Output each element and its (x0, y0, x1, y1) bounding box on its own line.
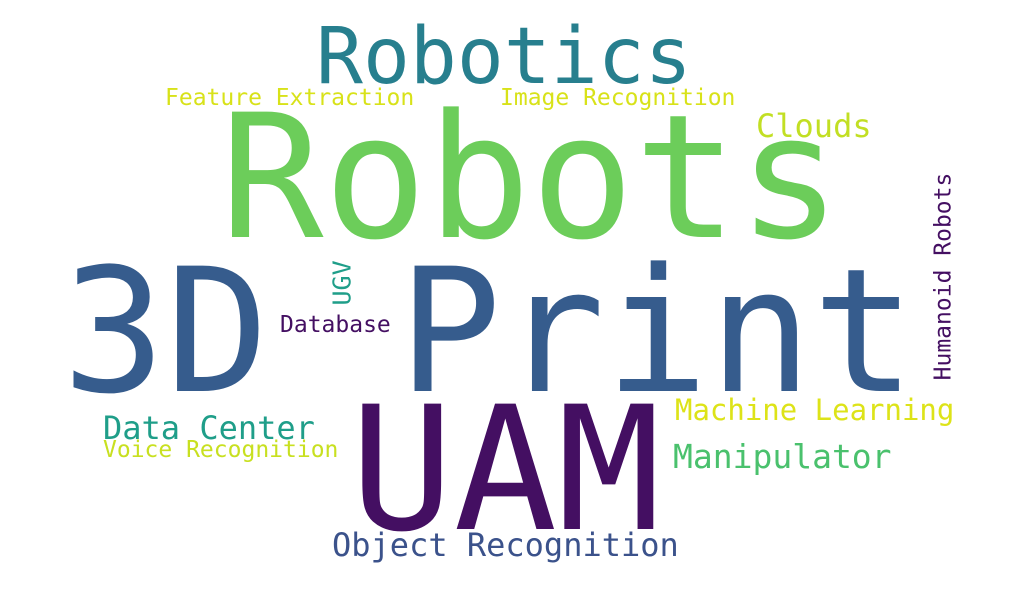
word-manipulator: Manipulator (673, 440, 892, 473)
word-ugv: UGV (330, 264, 355, 306)
word-database: Database (280, 314, 391, 337)
word-voice-recognition: Voice Recognition (103, 439, 338, 462)
word-object-recognition: Object Recognition (332, 529, 679, 561)
word-humanoid-robots: Humanoid Robots (933, 170, 956, 384)
word-3d: 3D (62, 246, 269, 418)
word-machine-learning: Machine Learning (675, 396, 954, 425)
